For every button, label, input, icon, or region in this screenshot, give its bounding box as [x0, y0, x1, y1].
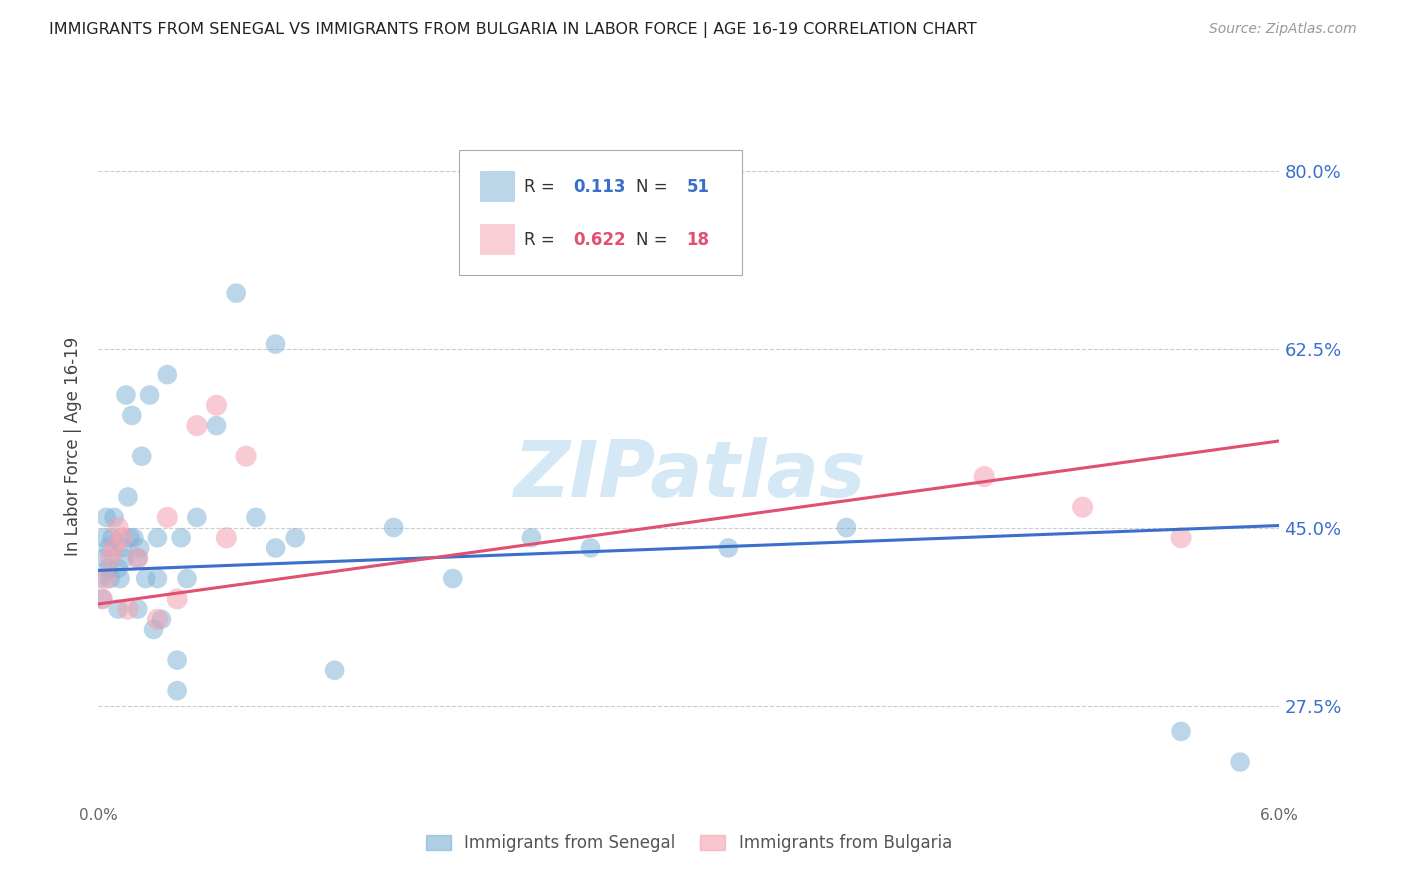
Point: [156, 368, 179, 382]
Point: [101, 531, 124, 545]
Point: [284, 531, 307, 545]
Point: [166, 683, 188, 698]
Point: [205, 398, 228, 412]
Legend: Immigrants from Senegal, Immigrants from Bulgaria: Immigrants from Senegal, Immigrants from…: [419, 828, 959, 859]
Text: IMMIGRANTS FROM SENEGAL VS IMMIGRANTS FROM BULGARIA IN LABOR FORCE | AGE 16-19 C: IMMIGRANTS FROM SENEGAL VS IMMIGRANTS FR…: [49, 22, 977, 38]
Point: [146, 572, 169, 586]
Point: [1170, 724, 1192, 739]
Point: [89, 572, 111, 586]
Point: [93, 551, 115, 566]
Point: [127, 551, 149, 566]
Point: [146, 531, 169, 545]
Point: [108, 572, 131, 586]
Point: [146, 612, 169, 626]
Point: [142, 623, 165, 637]
Point: [127, 551, 149, 566]
Point: [156, 510, 179, 524]
Point: [323, 663, 346, 677]
Point: [107, 520, 129, 534]
Point: [717, 541, 740, 555]
Point: [235, 449, 257, 463]
FancyBboxPatch shape: [479, 171, 515, 201]
Point: [117, 602, 139, 616]
Point: [98, 551, 121, 566]
Point: [264, 337, 287, 351]
Text: 0.622: 0.622: [574, 231, 626, 249]
Text: 18: 18: [686, 231, 710, 249]
Y-axis label: In Labor Force | Age 16-19: In Labor Force | Age 16-19: [65, 336, 83, 556]
Point: [103, 541, 125, 555]
Point: [166, 653, 188, 667]
Point: [121, 409, 143, 423]
Point: [176, 572, 198, 586]
Point: [166, 591, 188, 606]
FancyBboxPatch shape: [458, 150, 742, 275]
Point: [150, 612, 173, 626]
Point: [138, 388, 160, 402]
Point: [122, 531, 145, 545]
Point: [382, 520, 405, 534]
Point: [835, 520, 858, 534]
Point: [97, 561, 120, 575]
Point: [111, 541, 134, 555]
Text: Source: ZipAtlas.com: Source: ZipAtlas.com: [1209, 22, 1357, 37]
Point: [1170, 531, 1192, 545]
Text: R =: R =: [523, 231, 560, 249]
Point: [91, 591, 114, 606]
Point: [225, 286, 247, 301]
Point: [186, 510, 208, 524]
Point: [96, 572, 118, 586]
Point: [112, 551, 135, 566]
Point: [98, 572, 121, 586]
FancyBboxPatch shape: [479, 224, 515, 254]
Point: [118, 531, 141, 545]
Point: [135, 572, 157, 586]
Text: 0.113: 0.113: [574, 178, 626, 196]
Point: [186, 418, 208, 433]
Text: 51: 51: [686, 178, 710, 196]
Point: [107, 561, 129, 575]
Text: ZIPatlas: ZIPatlas: [513, 436, 865, 513]
Point: [128, 541, 150, 555]
Point: [131, 449, 153, 463]
Point: [579, 541, 602, 555]
Point: [111, 531, 134, 545]
Point: [264, 541, 287, 555]
Point: [91, 591, 114, 606]
Point: [115, 388, 138, 402]
Point: [107, 602, 129, 616]
Point: [1071, 500, 1094, 515]
Point: [1229, 755, 1251, 769]
Point: [170, 531, 193, 545]
Text: N =: N =: [636, 178, 672, 196]
Text: N =: N =: [636, 231, 672, 249]
Point: [127, 602, 149, 616]
Point: [96, 510, 118, 524]
Point: [103, 510, 125, 524]
Point: [973, 469, 995, 483]
Point: [117, 490, 139, 504]
Point: [205, 418, 228, 433]
Point: [520, 531, 543, 545]
Text: R =: R =: [523, 178, 560, 196]
Point: [215, 531, 238, 545]
Point: [441, 572, 464, 586]
Point: [93, 531, 115, 545]
Point: [97, 541, 120, 555]
Point: [245, 510, 267, 524]
